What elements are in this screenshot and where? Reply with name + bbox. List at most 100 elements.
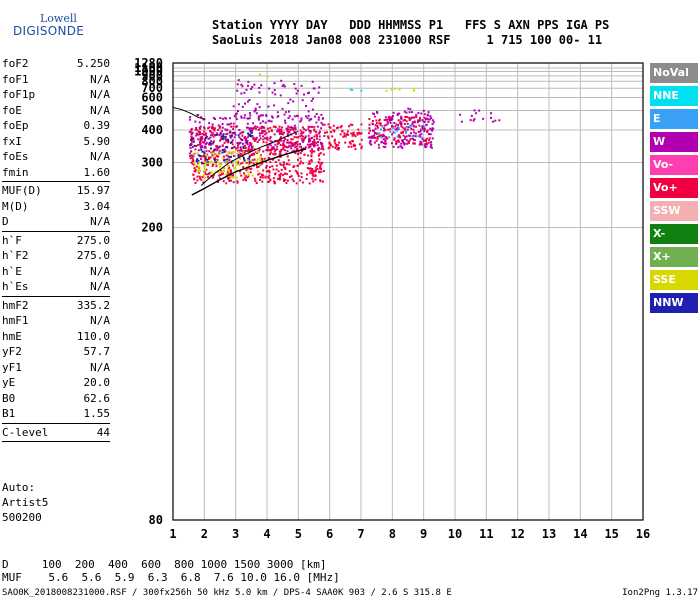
- param-key: yF2: [2, 345, 22, 358]
- echo-point: [353, 133, 356, 136]
- echo-point: [215, 155, 218, 157]
- echo-point: [249, 154, 252, 157]
- echo-point: [197, 133, 200, 136]
- echo-point: [220, 138, 223, 141]
- echo-point: [239, 162, 242, 165]
- x-tick-label: 14: [573, 527, 587, 541]
- echo-point: [213, 149, 216, 152]
- echo-point: [309, 172, 312, 175]
- echo-point: [398, 134, 401, 137]
- echo-point: [269, 126, 272, 129]
- echo-point: [218, 165, 221, 168]
- legend-item-ssw: SSW: [650, 201, 698, 221]
- echo-point: [429, 115, 432, 118]
- legend-item-x-: X-: [650, 224, 698, 244]
- echo-point: [262, 141, 265, 144]
- echo-point: [413, 131, 416, 134]
- echo-point: [334, 142, 337, 145]
- echo-point: [247, 173, 250, 176]
- echo-point: [303, 128, 306, 131]
- echo-point: [269, 151, 272, 154]
- echo-point: [246, 159, 249, 162]
- echo-point: [291, 144, 294, 147]
- echo-point: [200, 116, 203, 119]
- echo-point: [405, 139, 408, 142]
- echo-point: [425, 140, 427, 142]
- echo-point: [218, 145, 221, 148]
- echo-point: [233, 145, 236, 148]
- echo-point: [215, 161, 218, 164]
- echo-point: [205, 141, 208, 144]
- echo-point: [299, 162, 302, 165]
- echo-point: [306, 117, 309, 119]
- echo-point: [291, 142, 294, 145]
- param-value: N/A: [90, 314, 110, 327]
- echo-point: [425, 145, 428, 148]
- echo-point: [243, 114, 246, 117]
- echo-point: [385, 142, 388, 145]
- echo-point: [387, 128, 390, 131]
- echo-point: [248, 112, 251, 114]
- echo-point: [245, 149, 248, 152]
- echo-point: [379, 122, 382, 125]
- echo-point: [280, 131, 283, 134]
- echo-point: [314, 178, 317, 181]
- echo-point: [349, 141, 352, 144]
- echo-point: [246, 117, 249, 120]
- echo-point: [347, 133, 350, 136]
- echo-point: [334, 146, 337, 149]
- echo-point: [248, 127, 251, 130]
- echo-point: [299, 120, 302, 123]
- echo-point: [266, 76, 269, 79]
- echo-point: [403, 110, 406, 113]
- auto-code: 500200: [2, 511, 42, 524]
- echo-point: [215, 165, 218, 168]
- echo-point: [229, 151, 232, 154]
- echo-point: [398, 88, 401, 91]
- echo-point: [201, 141, 204, 144]
- x-tick-label: 1: [169, 527, 176, 541]
- echo-point: [311, 108, 314, 111]
- param-key: foF1: [2, 72, 29, 86]
- echo-point: [300, 84, 303, 87]
- echo-point: [283, 180, 285, 182]
- echo-point: [208, 122, 211, 125]
- echo-point: [307, 114, 310, 117]
- echo-point: [307, 125, 310, 128]
- echo-point: [472, 119, 475, 122]
- echo-point: [383, 129, 386, 132]
- echo-point: [349, 123, 352, 126]
- echo-point: [411, 123, 414, 125]
- echo-point: [371, 122, 374, 125]
- echo-point: [277, 177, 280, 180]
- echo-point: [192, 137, 195, 140]
- echo-point: [309, 162, 312, 165]
- echo-point: [383, 124, 386, 127]
- echo-point: [411, 111, 414, 114]
- echo-point: [389, 116, 392, 119]
- echo-point: [249, 130, 252, 133]
- x-tick-label: 13: [542, 527, 556, 541]
- echo-point: [196, 175, 199, 178]
- echo-point: [190, 127, 193, 130]
- param-value: N/A: [90, 264, 110, 278]
- echo-point: [400, 146, 403, 148]
- echo-point: [251, 159, 254, 162]
- echo-point: [255, 160, 258, 163]
- echo-point: [339, 133, 342, 136]
- echo-point: [255, 150, 258, 153]
- echo-point: [294, 152, 297, 155]
- echo-point: [244, 102, 246, 105]
- echo-point: [312, 175, 315, 178]
- echo-point: [327, 123, 330, 126]
- echo-point: [225, 117, 228, 120]
- echo-point: [423, 128, 426, 131]
- echo-point: [225, 133, 228, 136]
- echo-point: [200, 158, 203, 161]
- echo-point: [190, 129, 193, 132]
- echo-point: [282, 83, 285, 86]
- echo-point: [225, 161, 228, 164]
- echo-point: [257, 117, 260, 120]
- param-separator: [2, 441, 110, 442]
